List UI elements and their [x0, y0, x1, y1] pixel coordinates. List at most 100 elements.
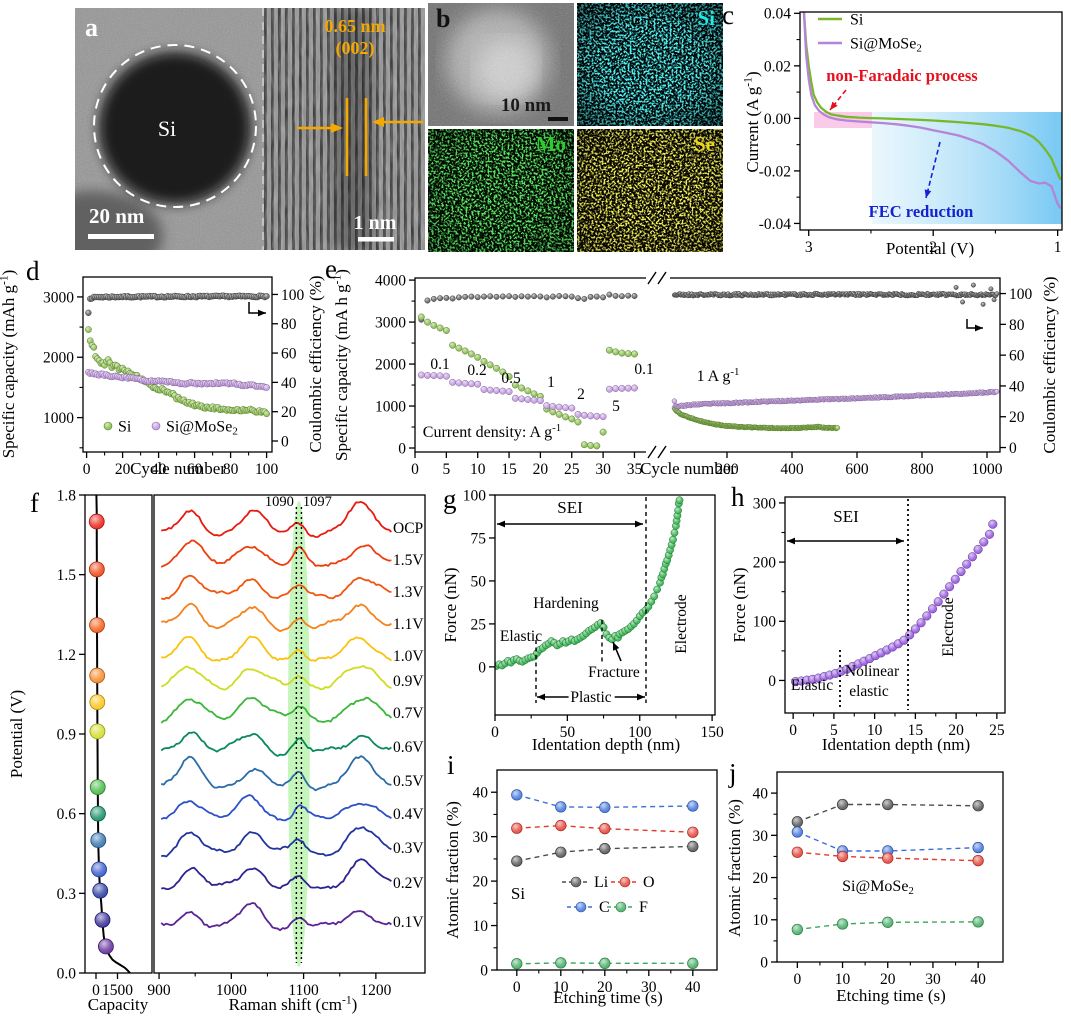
- panel-a-tem-image: Si 20 nm 0.65 nm (002) 1 nm a: [23, 8, 425, 281]
- svg-text:1 A g-1: 1 A g-1: [697, 366, 740, 385]
- svg-text:Force (nN): Force (nN): [441, 567, 460, 642]
- svg-text:Si@MoSe2: Si@MoSe2: [842, 878, 914, 897]
- svg-text:100: 100: [628, 724, 652, 741]
- svg-text:C: C: [599, 899, 610, 916]
- svg-text:10: 10: [753, 912, 769, 929]
- svg-text:30: 30: [595, 461, 611, 478]
- svg-text:Identation depth (nm): Identation depth (nm): [532, 735, 680, 754]
- svg-text:20: 20: [597, 979, 613, 996]
- svg-text:O: O: [643, 874, 655, 891]
- svg-text:20: 20: [281, 404, 297, 421]
- svg-text:1000: 1000: [216, 982, 247, 999]
- svg-text:1097: 1097: [303, 494, 332, 510]
- svg-text:1: 1: [1054, 239, 1062, 256]
- svg-text:3: 3: [805, 239, 813, 256]
- panel-letter-e: e: [325, 254, 337, 284]
- svg-text:20: 20: [533, 461, 549, 478]
- svg-text:Si@MoSe2: Si@MoSe2: [850, 36, 922, 55]
- eds-map-se-quadrant: Se: [577, 129, 723, 252]
- svg-text:1.5V: 1.5V: [393, 552, 424, 569]
- svg-text:Cycle number: Cycle number: [130, 459, 226, 478]
- svg-text:75: 75: [471, 530, 487, 547]
- svg-text:SEI: SEI: [557, 498, 583, 517]
- svg-text:0.2: 0.2: [467, 362, 486, 379]
- svg-text:600: 600: [845, 461, 869, 478]
- svg-text:2000: 2000: [43, 350, 74, 367]
- svg-text:5: 5: [830, 722, 838, 739]
- svg-text:2: 2: [929, 239, 937, 256]
- svg-text:35: 35: [627, 461, 643, 478]
- panel-letter-i: i: [447, 750, 455, 780]
- svg-text:1.0V: 1.0V: [393, 648, 424, 665]
- svg-text:20: 20: [473, 874, 489, 891]
- scalebar-20nm-label: 20 nm: [89, 204, 145, 228]
- svg-text:Raman shift (cm-1): Raman shift (cm-1): [229, 994, 358, 1014]
- svg-text:0.6V: 0.6V: [393, 739, 424, 756]
- svg-text:0.0: 0.0: [57, 965, 77, 982]
- svg-text:1100: 1100: [288, 982, 319, 999]
- svg-text:-0.02: -0.02: [759, 163, 791, 180]
- svg-text:Potential (V): Potential (V): [886, 239, 974, 258]
- svg-text:0.02: 0.02: [764, 58, 791, 75]
- svg-text:0: 0: [513, 979, 521, 996]
- svg-text:15: 15: [501, 461, 517, 478]
- si-nanoparticle: [99, 52, 251, 204]
- svg-text:Atomic fraction (%): Atomic fraction (%): [443, 801, 462, 939]
- svg-text:30: 30: [925, 971, 941, 988]
- svg-text:10: 10: [835, 971, 851, 988]
- svg-text:4000: 4000: [375, 273, 406, 290]
- svg-text:Etching time (s): Etching time (s): [836, 986, 946, 1005]
- panel-b-canvas: 10 nm b Si Mo S: [428, 3, 723, 252]
- svg-text:1000: 1000: [375, 398, 406, 415]
- svg-text:Si: Si: [511, 884, 525, 903]
- svg-text:1000: 1000: [43, 410, 74, 427]
- svg-text:Force (nN): Force (nN): [730, 567, 749, 642]
- svg-text:Si@MoSe2: Si@MoSe2: [166, 419, 238, 438]
- svg-text:0.1: 0.1: [430, 356, 449, 373]
- svg-text:60: 60: [187, 461, 203, 478]
- svg-text:0: 0: [1009, 440, 1017, 457]
- svg-text:800: 800: [910, 461, 934, 478]
- svg-text:3000: 3000: [375, 315, 406, 332]
- svg-text:0.1: 0.1: [634, 361, 653, 378]
- svg-text:10: 10: [553, 979, 569, 996]
- svg-text:5: 5: [442, 461, 450, 478]
- svg-text:100: 100: [753, 614, 777, 631]
- svg-text:25: 25: [471, 616, 487, 633]
- svg-text:0.00: 0.00: [764, 111, 791, 128]
- panel-letter-j: j: [729, 758, 737, 788]
- svg-text:25: 25: [989, 722, 1005, 739]
- particle-outline-dashed-circle: [93, 44, 257, 208]
- svg-text:Plastic: Plastic: [570, 689, 611, 706]
- panel-letter-g: g: [443, 484, 457, 514]
- svg-text:0: 0: [281, 433, 289, 450]
- svg-text:Etching time (s): Etching time (s): [553, 988, 663, 1007]
- scalebar-10nm-bar: [548, 117, 568, 121]
- svg-text:Current (A g-1): Current (A g-1): [742, 71, 762, 172]
- svg-text:Coulombic efficiency (%): Coulombic efficiency (%): [1040, 276, 1059, 453]
- svg-text:40: 40: [473, 785, 489, 802]
- svg-text:20: 20: [753, 870, 769, 887]
- svg-text:0.3V: 0.3V: [393, 840, 424, 857]
- lattice-spacing-label: 0.65 nm: [324, 16, 385, 36]
- svg-text:Electrode: Electrode: [940, 597, 957, 657]
- svg-text:50: 50: [560, 724, 576, 741]
- eds-si-label: Si: [697, 6, 715, 30]
- svg-text:1: 1: [547, 374, 555, 391]
- svg-text:Capacity: Capacity: [88, 995, 149, 1014]
- svg-text:Electrode: Electrode: [673, 594, 690, 654]
- svg-text:100: 100: [463, 487, 487, 504]
- panel-letter-h: h: [731, 482, 745, 512]
- svg-text:80: 80: [1009, 317, 1025, 334]
- svg-text:Specific capacity (mA h g-1): Specific capacity (mA h g-1): [331, 269, 351, 461]
- svg-text:0.1V: 0.1V: [393, 914, 424, 931]
- svg-text:non-Faradaic process: non-Faradaic process: [826, 66, 978, 85]
- svg-text:25: 25: [564, 461, 580, 478]
- svg-text:1000: 1000: [972, 461, 1003, 478]
- scalebar-20nm-bar: [88, 234, 154, 239]
- svg-text:0: 0: [793, 971, 801, 988]
- svg-text:0: 0: [92, 982, 100, 999]
- svg-text:1.3V: 1.3V: [393, 584, 424, 601]
